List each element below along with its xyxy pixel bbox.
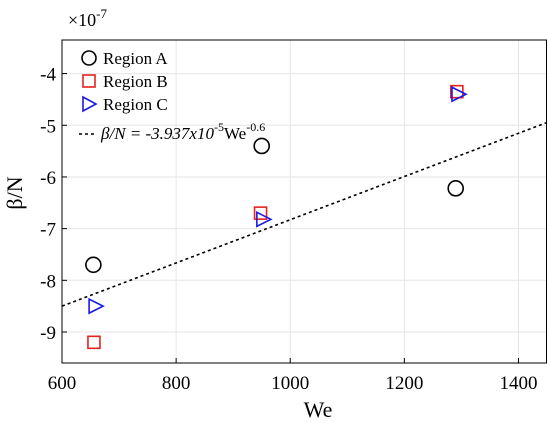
x-axis-label: We <box>304 397 333 422</box>
y-tick-label: -4 <box>40 65 56 86</box>
point-triangle-right-2-1 <box>256 211 273 228</box>
grid-lines <box>61 40 547 363</box>
y-axis-label: β/N <box>2 176 27 209</box>
point-square-1-1 <box>253 206 268 220</box>
fit-line-group <box>61 121 547 307</box>
legend-label-fit-equation: β/N = -3.937x10-5We-0.6 <box>100 120 265 143</box>
legend-entry-fit-line: β/N = -3.937x10-5We-0.6 <box>79 120 265 143</box>
fit-line <box>61 121 547 307</box>
y-tick-label: -5 <box>40 116 56 137</box>
legend-marker-circle <box>81 50 97 66</box>
point-circle-0-2 <box>447 180 465 197</box>
legend-entry-region-a: Region A <box>81 49 168 68</box>
data-points <box>85 84 468 350</box>
y-tick-label: -9 <box>40 323 56 344</box>
y-tick-label: -8 <box>40 271 56 292</box>
legend: Region A Region B Region C β/N = -3.937x… <box>79 49 265 143</box>
point-triangle-right-2-0 <box>88 297 105 315</box>
legend-label-region-a: Region A <box>103 49 168 68</box>
x-tick-label: 600 <box>48 373 77 394</box>
x-tick-label: 1000 <box>271 373 309 394</box>
x-tick-label: 1400 <box>499 373 537 394</box>
point-square-1-0 <box>87 335 101 350</box>
legend-label-region-b: Region B <box>103 72 168 91</box>
legend-entry-region-b: Region B <box>82 72 168 91</box>
legend-label-region-c: Region C <box>103 95 168 114</box>
x-tick-label: 1200 <box>385 373 423 394</box>
y-axis-ticks: -9 -8 -7 -6 -5 -4 <box>40 65 67 344</box>
point-triangle-right-2-2 <box>451 85 468 103</box>
legend-entry-region-c: Region C <box>82 95 168 114</box>
legend-marker-square <box>82 74 96 88</box>
x-tick-label: 800 <box>162 373 191 394</box>
point-circle-0-0 <box>85 256 102 274</box>
legend-marker-triangle <box>82 95 98 113</box>
y-tick-label: -6 <box>40 168 56 189</box>
point-square-1-2 <box>450 84 464 99</box>
point-circle-0-1 <box>253 137 271 155</box>
x-axis-ticks: 600 800 1000 1200 1400 <box>48 358 537 394</box>
y-tick-label: -7 <box>40 220 56 241</box>
y-axis-exponent-label: ×10-7 <box>68 6 107 30</box>
